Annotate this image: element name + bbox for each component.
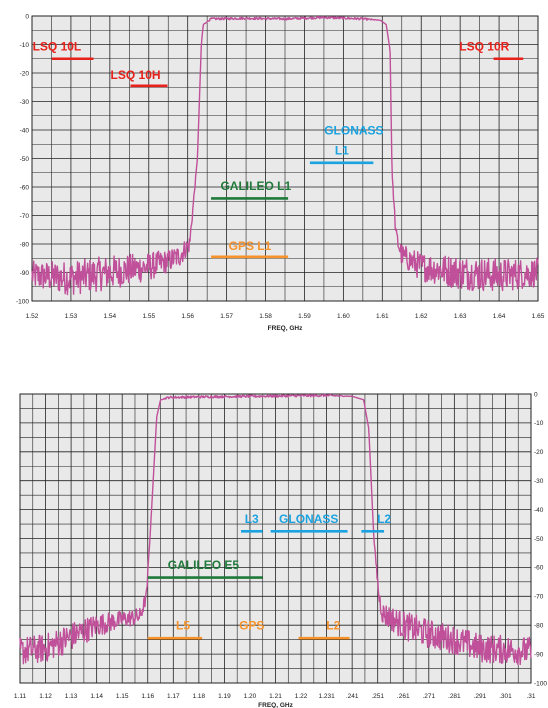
- x-tick-label: 1.58: [259, 313, 272, 320]
- x-tick-label: 1.13: [65, 693, 78, 700]
- x-tick-label: 1.52: [26, 313, 39, 320]
- x-axis-title: FREQ, GHz: [258, 702, 293, 708]
- band-label: L1: [335, 143, 349, 157]
- x-tick-label: .281: [448, 693, 461, 700]
- x-tick-label: 1.56: [181, 313, 194, 320]
- y-tick-label: -70: [20, 213, 30, 220]
- x-tick-label: 1.62: [415, 313, 428, 320]
- band-label: L2: [377, 512, 391, 526]
- chart-l2-l5-band: 0 -10 -20 -30 -40 -50 -60 -70 -80 -90 -100 1.11 1.12…: [14, 391, 547, 708]
- band-label: L3: [245, 512, 259, 526]
- y-tick-label: -30: [20, 99, 30, 106]
- y-tick-label: -90: [534, 651, 544, 658]
- y-tick-label: -40: [534, 507, 544, 514]
- chart-l1-band: 0 -10 -20 -30 -40 -50 -60 -70 -80 -90 -100 1.52 1.53…: [16, 13, 545, 332]
- x-tick-label: 1.19: [218, 693, 231, 700]
- x-tick-label: 1.63: [454, 313, 467, 320]
- y-tick-label: -50: [20, 156, 30, 163]
- band-label: GPS L1: [229, 239, 272, 253]
- y-tick-label: 0: [25, 13, 29, 20]
- x-tick-label: .31: [526, 693, 535, 700]
- x-tick-label: .241: [346, 693, 359, 700]
- y-tick-label: -20: [534, 449, 544, 456]
- x-tick-label: 1.53: [65, 313, 78, 320]
- x-tick-label: 1.231: [318, 693, 335, 700]
- x-tick-label: 1.22: [295, 693, 308, 700]
- x-tick-label: 1.16: [141, 693, 154, 700]
- x-axis-title: FREQ, GHz: [268, 325, 303, 332]
- x-tick-label: .251: [371, 693, 384, 700]
- filter-response-trace: [19, 393, 532, 666]
- x-tick-label: 1.61: [376, 313, 389, 320]
- band-label: L2: [326, 619, 340, 633]
- y-tick-label: -30: [534, 478, 544, 485]
- y-tick-label: -60: [534, 565, 544, 572]
- y-tick-label: -80: [534, 623, 544, 630]
- y-tick-label: -90: [20, 270, 30, 277]
- x-tick-label: .291: [474, 693, 487, 700]
- band-label: GLONASS: [324, 124, 383, 138]
- band-label: GALILEO L1: [220, 179, 291, 193]
- x-tick-label: 1.60: [337, 313, 350, 320]
- x-tick-label: 1.64: [493, 313, 506, 320]
- x-tick-label: 1.15: [116, 693, 129, 700]
- y-tick-label: -40: [20, 127, 30, 134]
- band-label: GPS: [239, 619, 264, 633]
- y-tick-label: -100: [534, 680, 547, 687]
- x-tick-label: .301: [499, 693, 512, 700]
- x-tick-label: 1.54: [104, 313, 117, 320]
- band-label: GLONASS: [279, 512, 338, 526]
- x-tick-label: .261: [397, 693, 410, 700]
- band-label: LSQ 10R: [459, 39, 509, 53]
- y-tick-label: 0: [534, 391, 538, 398]
- band-label: LSQ 10L: [33, 39, 82, 53]
- x-tick-label: 1.20: [244, 693, 257, 700]
- y-tick-label: -60: [20, 184, 30, 191]
- y-tick-label: -20: [20, 70, 30, 77]
- x-tick-label: 1.65: [532, 313, 545, 320]
- band-label: LSQ 10H: [111, 68, 161, 82]
- band-label: L5: [176, 619, 190, 633]
- y-tick-label: -10: [534, 420, 544, 427]
- y-tick-label: -80: [20, 241, 30, 248]
- x-tick-label: 1.21: [269, 693, 282, 700]
- y-tick-label: -70: [534, 594, 544, 601]
- y-tick-label: -50: [534, 536, 544, 543]
- y-tick-label: -10: [20, 42, 30, 49]
- x-tick-label: 1.18: [193, 693, 206, 700]
- x-tick-label: 1.17: [167, 693, 180, 700]
- x-tick-label: 1.11: [14, 693, 27, 700]
- x-tick-label: 1.59: [298, 313, 311, 320]
- x-tick-label: 1.57: [220, 313, 233, 320]
- x-tick-label: 1.55: [142, 313, 155, 320]
- x-tick-label: 1.12: [39, 693, 52, 700]
- y-tick-label: -100: [16, 298, 29, 305]
- x-tick-label: .271: [422, 693, 435, 700]
- filter-response-trace: [31, 15, 539, 296]
- band-label: GALILEO E5: [168, 558, 240, 572]
- x-tick-label: 1.14: [90, 693, 103, 700]
